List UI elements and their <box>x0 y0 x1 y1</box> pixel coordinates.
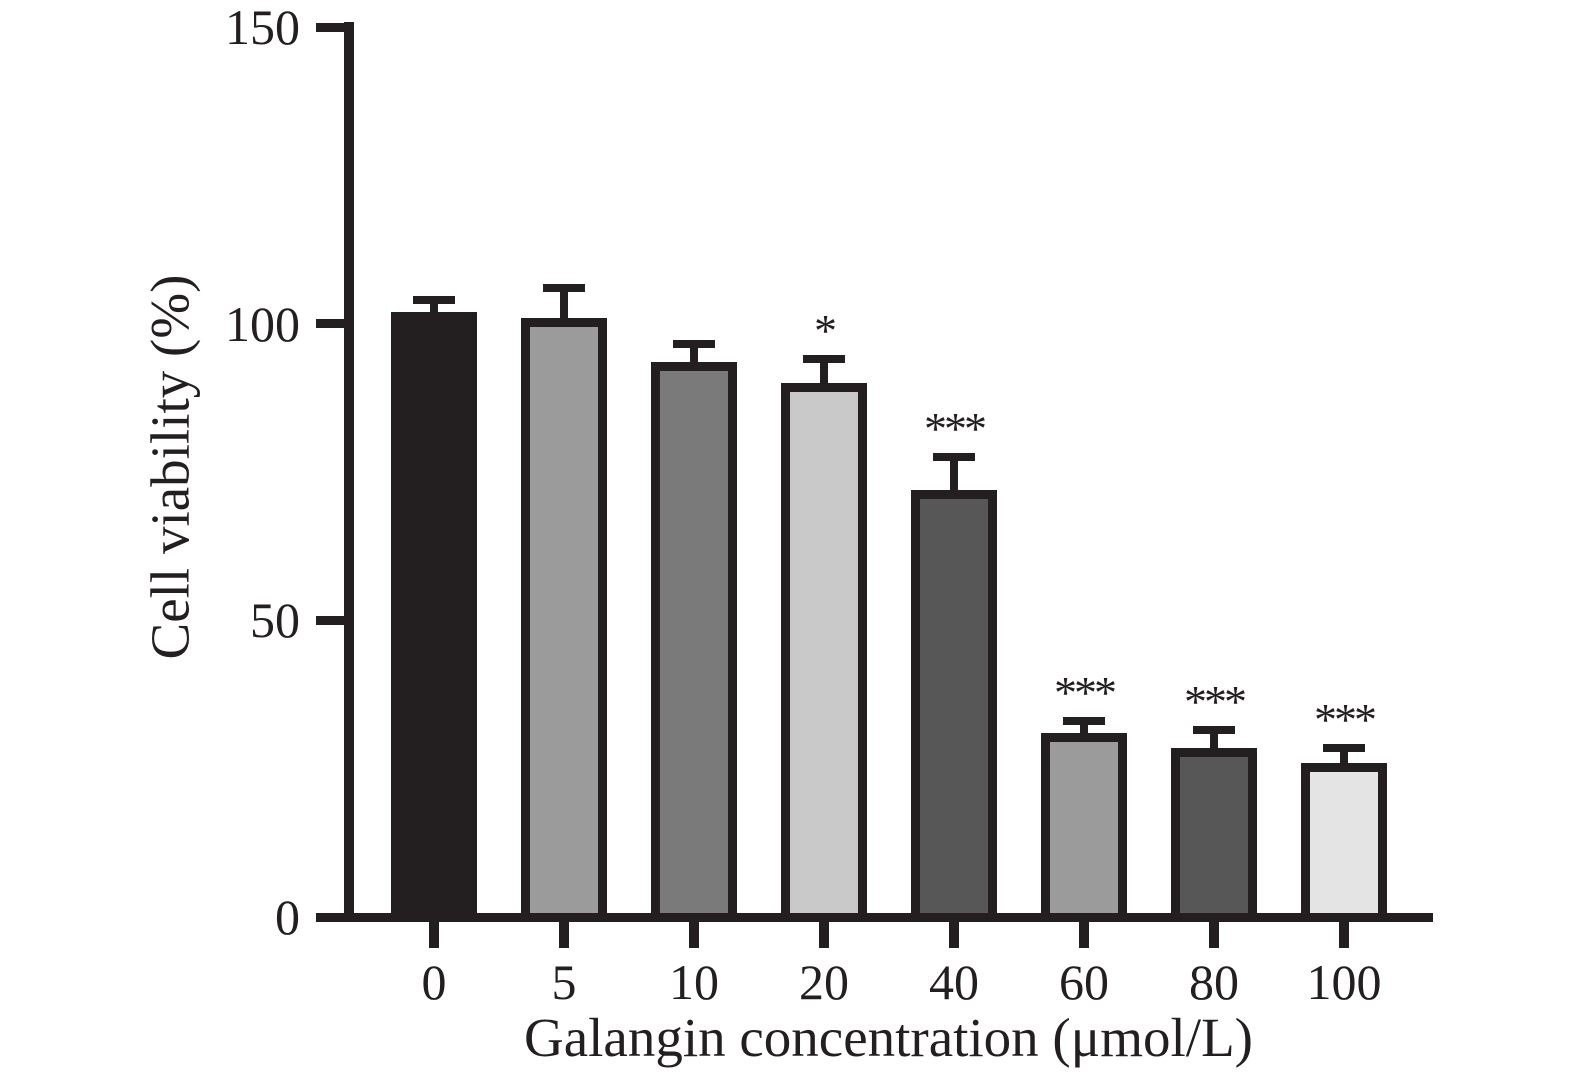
y-axis-tick <box>316 615 344 625</box>
y-axis-tick <box>316 912 344 922</box>
error-bar-cap <box>1323 743 1365 752</box>
bar-0 <box>391 311 477 922</box>
x-axis-tick <box>1079 922 1089 948</box>
x-axis-tick <box>949 922 959 948</box>
error-bar-stem <box>560 288 568 338</box>
x-axis-tick <box>559 922 569 948</box>
y-tick-label: 150 <box>225 0 300 55</box>
x-axis-line <box>344 913 1433 922</box>
significance-label: *** <box>1054 667 1117 719</box>
bar-10 <box>651 362 737 922</box>
significance-label: *** <box>924 403 987 455</box>
error-bar-cap <box>1063 717 1105 726</box>
bar-5 <box>521 317 607 922</box>
x-axis-tick <box>1209 922 1219 948</box>
x-axis-tick <box>1339 922 1349 948</box>
significance-label: * <box>814 305 837 357</box>
significance-label: *** <box>1184 676 1247 728</box>
x-axis-tick <box>429 922 439 948</box>
error-bar-cap <box>413 295 455 304</box>
x-tick-label: 0 <box>421 954 447 1010</box>
error-bar-stem <box>950 457 958 510</box>
error-bar-cap <box>673 340 715 349</box>
x-tick-label: 5 <box>551 954 577 1010</box>
x-axis-tick <box>689 922 699 948</box>
bar-80 <box>1171 747 1257 922</box>
bar-20 <box>781 383 867 922</box>
bar-40 <box>911 489 997 922</box>
y-axis-tick <box>316 22 344 32</box>
x-tick-label: 20 <box>799 954 849 1010</box>
y-axis-line <box>344 22 354 922</box>
x-tick-label: 80 <box>1189 954 1239 1010</box>
x-tick-label: 10 <box>669 954 719 1010</box>
error-bar-cap <box>543 284 585 293</box>
x-tick-label: 40 <box>929 954 979 1010</box>
y-tick-label: 100 <box>225 295 300 352</box>
x-tick-label: 60 <box>1059 954 1109 1010</box>
bar-60 <box>1041 733 1127 922</box>
y-axis-tick <box>316 319 344 329</box>
significance-label: *** <box>1314 693 1377 745</box>
y-tick-label: 50 <box>250 592 300 649</box>
y-tick-label: 0 <box>275 889 300 945</box>
x-axis-title: Galangin concentration (μmol/L) <box>524 1007 1253 1068</box>
bar-100 <box>1301 762 1387 922</box>
x-tick-label: 100 <box>1306 954 1382 1010</box>
error-bar-stem <box>820 359 828 403</box>
error-bar-cap <box>803 355 845 364</box>
x-axis-tick <box>819 922 829 948</box>
error-bar-cap <box>1193 726 1235 735</box>
error-bar-cap <box>933 453 975 462</box>
